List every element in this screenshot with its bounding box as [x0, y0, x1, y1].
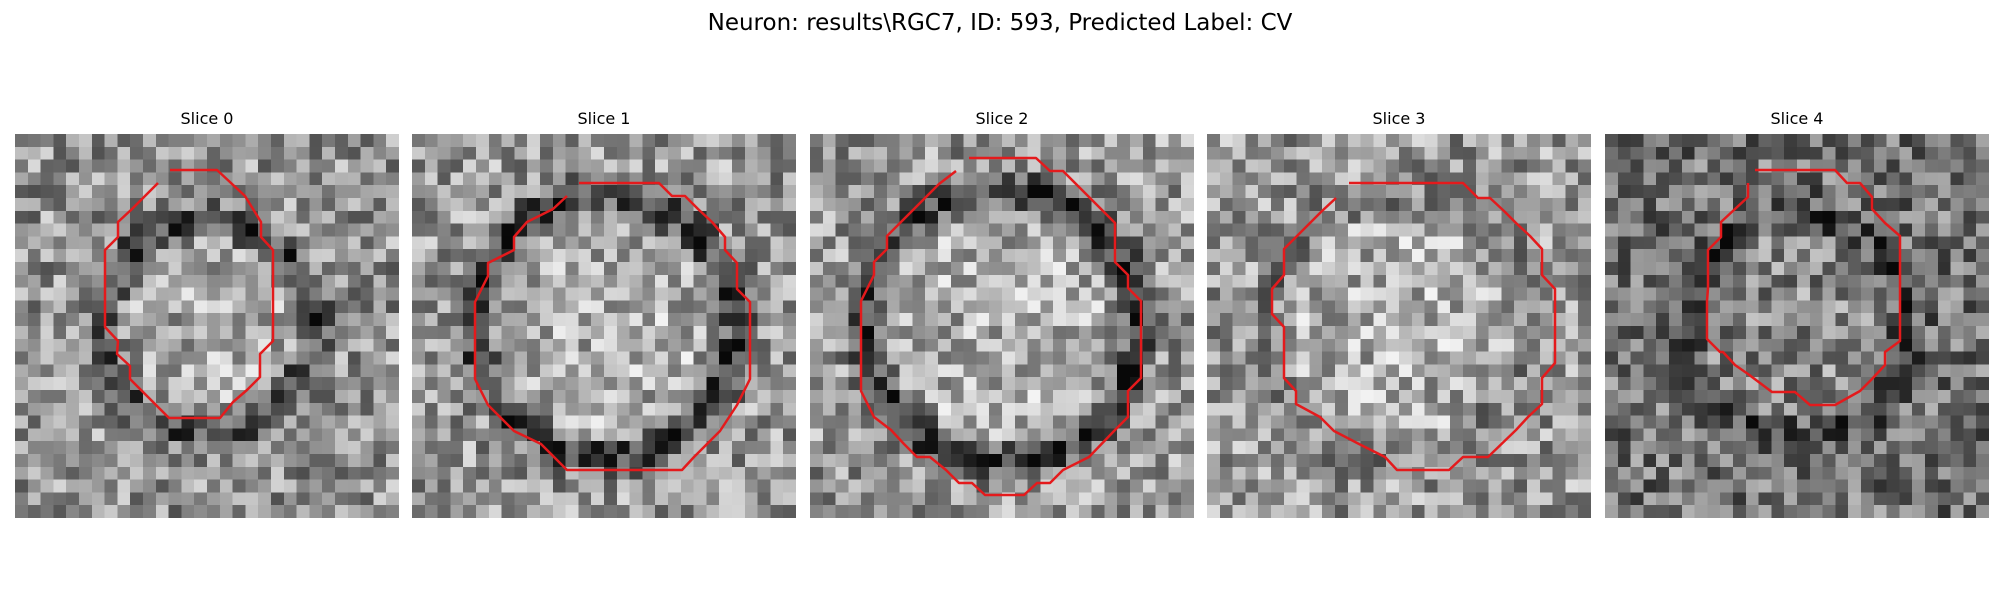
contour-outline-3	[1270, 181, 1557, 472]
slice-title: Slice 3	[1372, 109, 1426, 128]
contour-outline-1	[473, 181, 752, 472]
slice-panel-2: Slice 2	[810, 108, 1194, 518]
slice-contour-0	[103, 168, 275, 420]
slice-panel-0: Slice 0	[15, 108, 399, 518]
slice-pixels-3	[1207, 134, 1591, 518]
slice-image-4	[1605, 134, 1989, 518]
slice-title: Slice 0	[180, 109, 234, 128]
slice-title: Slice 4	[1770, 109, 1824, 128]
slice-pixels-0	[15, 134, 399, 518]
contour-outline-0	[103, 168, 275, 420]
slice-pixels-4	[1605, 134, 1989, 518]
slice-contour-1	[473, 181, 752, 472]
slice-contour-2	[859, 156, 1143, 497]
slice-title: Slice 2	[975, 109, 1029, 128]
slice-pixels-2	[810, 134, 1194, 518]
slice-contour-4	[1705, 168, 1902, 407]
contour-outline-4	[1705, 168, 1902, 407]
slice-title: Slice 1	[577, 109, 631, 128]
slice-image-0	[15, 134, 399, 518]
contour-outline-2	[859, 156, 1143, 497]
slice-contour-3	[1270, 181, 1557, 472]
slice-image-1	[412, 134, 796, 518]
slice-panel-3: Slice 3	[1207, 108, 1591, 518]
slice-panel-4: Slice 4	[1605, 108, 1989, 518]
slice-panel-1: Slice 1	[412, 108, 796, 518]
slice-image-3	[1207, 134, 1591, 518]
slice-image-2	[810, 134, 1194, 518]
figure-title: Neuron: results\RGC7, ID: 593, Predicted…	[707, 10, 1293, 36]
